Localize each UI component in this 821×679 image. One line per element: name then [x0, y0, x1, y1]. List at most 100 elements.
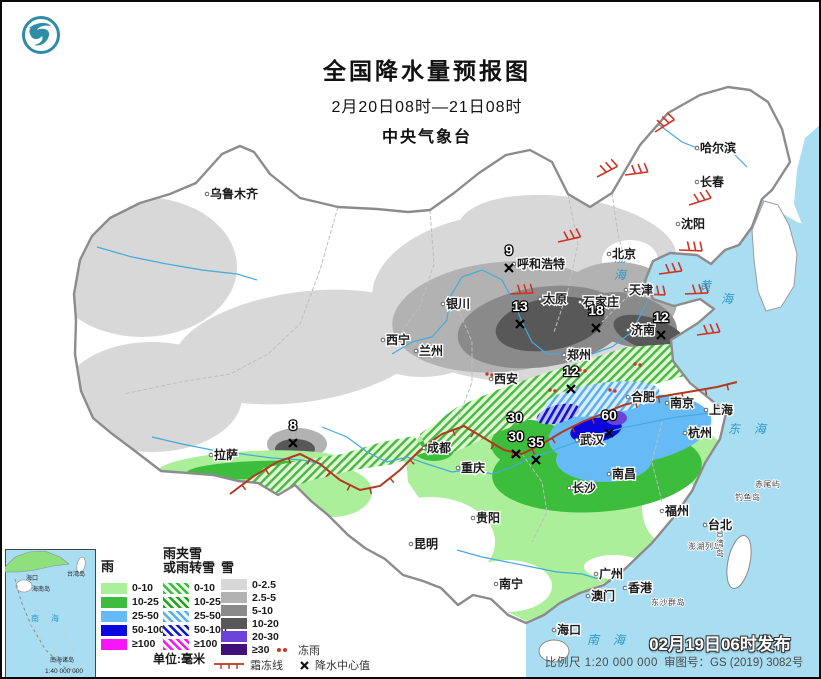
wind-barb-icon [509, 283, 534, 295]
island-label: 赤 [755, 480, 763, 489]
province-border [399, 209, 435, 335]
sea-label: 海 [614, 268, 628, 282]
frost-tick [369, 487, 372, 495]
island-label: 沙 [660, 598, 668, 607]
legend-range-label: ≥30 [252, 643, 270, 656]
wind-barb-icon [557, 228, 582, 243]
precip-center-value: 12 [653, 309, 669, 325]
snow-10-20 [613, 314, 687, 354]
legend-range-label: 0-2.5 [252, 578, 276, 591]
city-dot [593, 571, 599, 577]
city-dot [625, 327, 631, 333]
precip-center-value: 8 [289, 417, 297, 433]
island-label: 台 [716, 528, 724, 538]
city-label: 南京 [670, 395, 694, 410]
legend-range-label: 2.5-5 [252, 591, 276, 604]
legend-row: 10-25 [163, 595, 227, 609]
sleet-50-100 [536, 403, 580, 425]
legend-swatch [101, 582, 127, 594]
frost-tick [681, 392, 684, 400]
island-label: 屿 [772, 480, 780, 489]
inset-sea-label: 南海 [31, 613, 71, 623]
inset-haikou-label: 海口 [26, 574, 38, 582]
city-label: 太原 [543, 291, 567, 306]
city-dot [682, 430, 688, 436]
precip-center-value: 30 [508, 428, 524, 444]
wind-barb-icon [624, 162, 649, 176]
island-label: 湖 [697, 542, 705, 551]
korea-landmass [751, 200, 798, 312]
legend-swatch [221, 644, 247, 655]
city-dot [622, 585, 628, 591]
legend-swatch [101, 596, 127, 608]
inset-hainan-label: 海南岛 [32, 585, 50, 593]
frost-tick [571, 426, 576, 433]
sea-area-northeast [794, 125, 819, 232]
legend-range-label: 10-25 [132, 596, 159, 608]
frost-tick [325, 471, 331, 478]
precip-center-value: 9 [505, 242, 513, 258]
precip-center-label: 降水中心值 [315, 660, 370, 672]
legend-row: 20-30 [221, 630, 279, 643]
legend-swatch [101, 624, 127, 636]
legend-range-label: 0-10 [132, 582, 154, 594]
city-dot [623, 287, 629, 293]
legend-frost-line: 霜冻线 降水中心值 [213, 657, 370, 673]
legend-sleet-title: 雨夹雪 [163, 546, 203, 561]
island-label: 群 [668, 597, 676, 607]
sea-label: 东 [728, 422, 742, 436]
precip-center-value: 30 [507, 409, 523, 425]
precip-center-x-icon [566, 384, 576, 394]
freezing-rain-icon [548, 388, 557, 393]
city-dot [440, 301, 446, 307]
legend-rain-title: 雨 [101, 559, 115, 574]
publish-time: 02月19日06时发布 [649, 635, 791, 654]
island-label: 湾 [716, 538, 724, 548]
freezing-rain-icon [277, 648, 281, 652]
freezing-rain-icon [608, 388, 617, 393]
frost-tick [551, 437, 556, 444]
city-dot [566, 485, 572, 491]
frost-tick [264, 468, 270, 475]
legend-range-label: 5-10 [252, 604, 274, 617]
city-dot [694, 145, 700, 151]
precipitation-layers [74, 194, 720, 621]
legend-swatch [221, 592, 247, 603]
legend-row: 50-100 [101, 623, 165, 637]
city-label: 银川 [446, 296, 470, 311]
city-dot [703, 407, 709, 413]
wind-barb-icon [596, 158, 619, 178]
frost-tick [612, 409, 616, 416]
frost-tick [409, 459, 415, 465]
precip-center-x-icon [604, 428, 614, 438]
sea-label: 黄 [699, 279, 713, 293]
frost-tick [531, 448, 536, 455]
city-label: 南昌 [612, 466, 636, 481]
city-dot [694, 179, 700, 185]
legend-swatch [221, 579, 247, 590]
frost-tick [389, 477, 395, 484]
island-label: 鱼 [744, 492, 752, 502]
precip-center-x-icon [591, 323, 601, 333]
city-dot [413, 348, 419, 354]
river [96, 246, 258, 281]
island-label: 东 [651, 597, 659, 607]
legend-row: 25-50 [101, 609, 165, 623]
precip-center-x-icon [288, 438, 298, 448]
city-label: 澳门 [591, 588, 615, 603]
freezing-rain-label: 冻雨 [298, 645, 320, 657]
freezing-rain-icon [578, 368, 587, 373]
city-label: 济南 [631, 322, 655, 337]
city-label: 贵阳 [476, 510, 500, 525]
frost-line-icon [214, 663, 244, 669]
inset-scale: 1:40 000 000 [45, 668, 83, 675]
wind-barb-icon [684, 283, 709, 295]
precip-center-icon [300, 660, 309, 670]
frost-tick [634, 401, 638, 408]
island-label: 尾 [764, 480, 772, 489]
frost-tick [430, 441, 436, 448]
wind-barb-icon [641, 285, 666, 296]
island-label: 钓 [735, 492, 743, 502]
